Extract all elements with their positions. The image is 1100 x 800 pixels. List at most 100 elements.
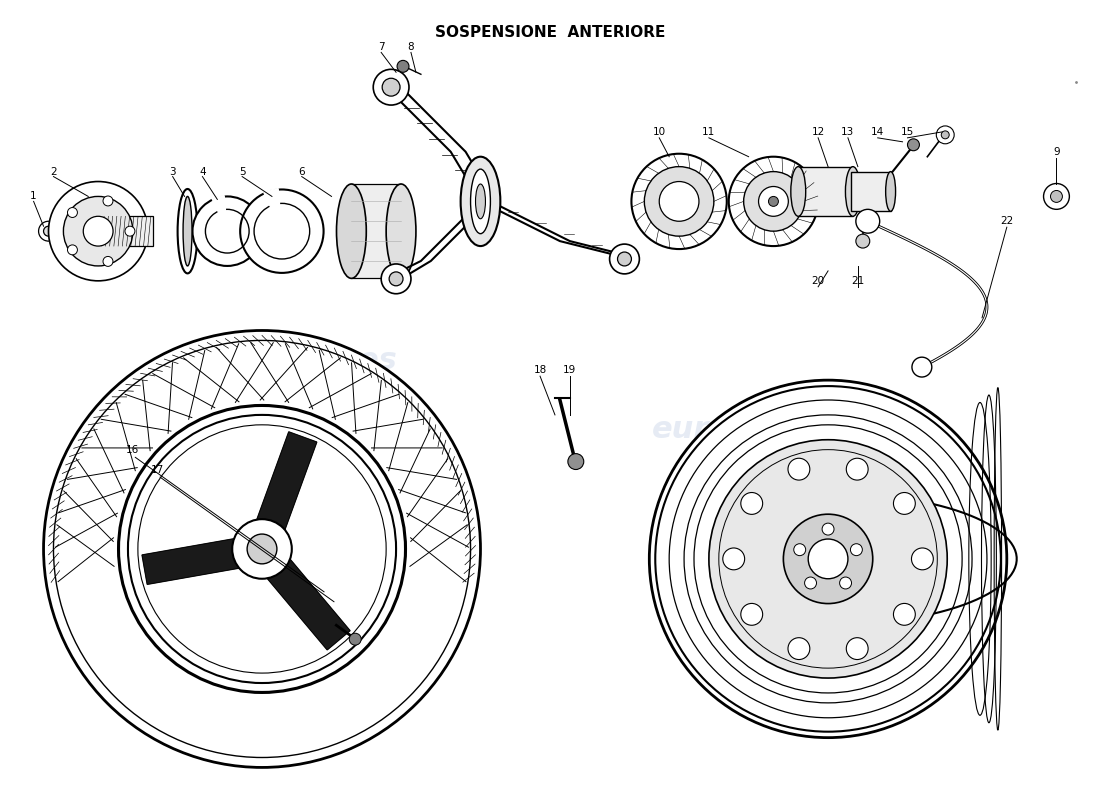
Circle shape	[788, 638, 810, 659]
Circle shape	[1044, 183, 1069, 210]
Wedge shape	[212, 195, 228, 231]
Circle shape	[846, 458, 868, 480]
Circle shape	[1050, 190, 1063, 202]
Ellipse shape	[846, 166, 860, 216]
Circle shape	[759, 186, 789, 216]
Ellipse shape	[791, 166, 805, 216]
Circle shape	[617, 252, 631, 266]
Text: 16: 16	[126, 445, 140, 454]
Text: 9: 9	[1053, 146, 1059, 157]
Circle shape	[936, 126, 954, 144]
Text: 5: 5	[239, 166, 245, 177]
Circle shape	[609, 244, 639, 274]
Bar	[98, 216, 153, 246]
Text: 15: 15	[901, 127, 914, 137]
Circle shape	[788, 458, 810, 480]
Circle shape	[84, 216, 113, 246]
Ellipse shape	[337, 184, 366, 278]
Circle shape	[912, 357, 932, 377]
Circle shape	[856, 234, 870, 248]
Circle shape	[723, 548, 745, 570]
Ellipse shape	[886, 171, 895, 211]
Polygon shape	[248, 432, 317, 554]
Ellipse shape	[386, 184, 416, 278]
Circle shape	[128, 415, 396, 683]
Circle shape	[125, 226, 135, 236]
Circle shape	[708, 440, 947, 678]
Text: eurospares: eurospares	[206, 346, 398, 374]
Text: 22: 22	[1000, 216, 1013, 226]
Circle shape	[893, 493, 915, 514]
Wedge shape	[264, 189, 282, 231]
Circle shape	[248, 534, 277, 564]
Text: 8: 8	[408, 42, 415, 53]
Circle shape	[119, 406, 405, 692]
Text: 14: 14	[871, 127, 884, 137]
Text: eurospares: eurospares	[652, 415, 845, 444]
Text: 18: 18	[534, 366, 547, 375]
Circle shape	[659, 182, 698, 222]
Circle shape	[382, 264, 411, 294]
Text: 4: 4	[199, 166, 206, 177]
Text: 20: 20	[812, 276, 825, 286]
Ellipse shape	[177, 189, 198, 274]
Circle shape	[893, 603, 915, 626]
Circle shape	[744, 171, 803, 231]
Text: 21: 21	[851, 276, 865, 286]
Text: 19: 19	[563, 366, 576, 375]
Circle shape	[64, 197, 133, 266]
Circle shape	[728, 157, 818, 246]
Text: 6: 6	[298, 166, 305, 177]
Circle shape	[67, 245, 77, 255]
Circle shape	[856, 210, 880, 233]
Circle shape	[39, 222, 58, 241]
Circle shape	[44, 330, 481, 767]
Ellipse shape	[471, 169, 491, 234]
Bar	[351, 184, 402, 278]
Circle shape	[846, 638, 868, 659]
Circle shape	[850, 544, 862, 556]
Circle shape	[740, 493, 762, 514]
Circle shape	[740, 603, 762, 626]
Text: SOSPENSIONE  ANTERIORE: SOSPENSIONE ANTERIORE	[434, 25, 666, 40]
Polygon shape	[251, 539, 350, 650]
Text: 2: 2	[51, 166, 57, 177]
Circle shape	[389, 272, 403, 286]
Circle shape	[240, 190, 323, 273]
Circle shape	[769, 197, 779, 206]
Circle shape	[44, 226, 54, 236]
Circle shape	[912, 548, 933, 570]
Circle shape	[382, 78, 400, 96]
Circle shape	[804, 577, 816, 589]
Polygon shape	[142, 534, 265, 584]
Circle shape	[67, 207, 77, 218]
Circle shape	[373, 70, 409, 105]
Circle shape	[397, 60, 409, 72]
Text: 1: 1	[31, 191, 37, 202]
Circle shape	[649, 380, 1006, 738]
Circle shape	[192, 197, 262, 266]
Bar	[799, 166, 853, 216]
Text: 13: 13	[842, 127, 855, 137]
Circle shape	[783, 514, 872, 603]
Circle shape	[103, 257, 113, 266]
Circle shape	[568, 454, 584, 470]
Circle shape	[232, 519, 292, 578]
Text: 10: 10	[652, 127, 666, 137]
Text: 7: 7	[378, 42, 385, 53]
Text: 12: 12	[812, 127, 825, 137]
Circle shape	[942, 131, 949, 139]
Circle shape	[350, 634, 361, 645]
Ellipse shape	[461, 157, 500, 246]
Text: 11: 11	[702, 127, 715, 137]
Circle shape	[794, 544, 805, 556]
Bar	[851, 171, 891, 211]
Text: 3: 3	[169, 166, 176, 177]
Circle shape	[839, 577, 851, 589]
Circle shape	[103, 196, 113, 206]
Circle shape	[645, 166, 714, 236]
Circle shape	[808, 539, 848, 578]
Circle shape	[631, 154, 727, 249]
Circle shape	[48, 182, 147, 281]
Circle shape	[822, 523, 834, 535]
